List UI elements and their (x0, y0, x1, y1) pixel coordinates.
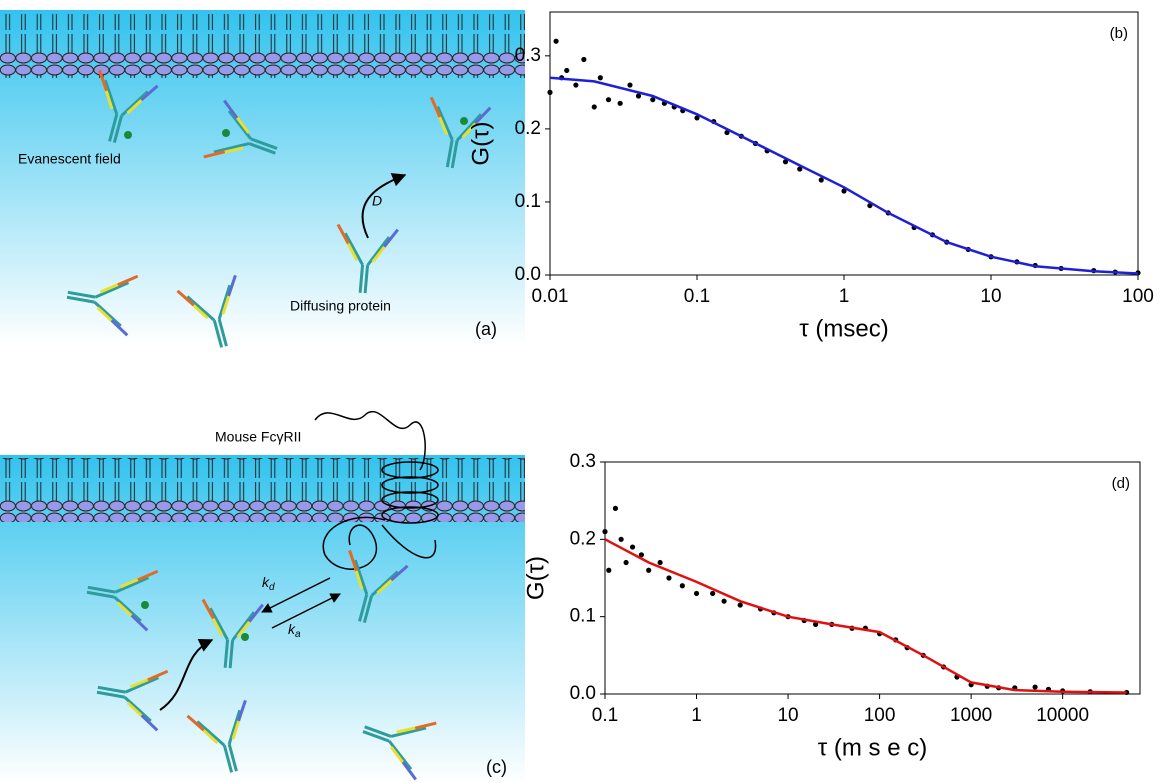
antibodies (60, 68, 492, 357)
plot-frame (549, 11, 1139, 276)
data-point (818, 177, 824, 183)
panel-label: (a) (475, 319, 497, 339)
data-point (627, 82, 633, 88)
data-point (710, 590, 716, 597)
antibodies (80, 548, 438, 782)
y-tick-label: 0.2 (570, 528, 596, 549)
diffusion-arrow (361, 173, 407, 239)
data-point (782, 159, 789, 165)
label: Evanescent field (18, 151, 121, 167)
x-tick-label: 100 (864, 705, 896, 726)
x-tick-label: 0.1 (684, 286, 710, 307)
panel-label: (c) (486, 757, 507, 777)
x-axis-title: τ (m s e c) (818, 734, 927, 761)
y-axis-title: G(τ) (522, 556, 549, 600)
y-tick-label: 0.0 (515, 264, 541, 285)
rate-constant: ka (288, 621, 301, 640)
data-point (573, 82, 579, 88)
membrane (0, 14, 525, 78)
data-point (602, 529, 608, 535)
data-point (605, 97, 612, 103)
x-tick-label: 100 (1122, 286, 1154, 307)
x-tick-label: 10 (980, 286, 1001, 307)
y-tick-label: 0.1 (570, 606, 596, 627)
data-point (617, 100, 623, 106)
membrane (0, 458, 525, 522)
data-point (650, 97, 656, 103)
data-point (623, 559, 629, 566)
rate-constant: kd (262, 574, 275, 593)
fit-line (549, 76, 1139, 275)
y-tick-label: 0.2 (515, 118, 541, 139)
x-tick-label: 1 (839, 286, 850, 307)
data-point (737, 602, 743, 608)
x-tick-label: 1000 (950, 705, 992, 726)
data-point (1124, 689, 1130, 696)
data-point (797, 166, 803, 172)
fit-line (604, 538, 1127, 694)
data-point (1032, 684, 1038, 690)
data-point (581, 56, 587, 63)
x-tick-label: 10000 (1036, 705, 1089, 726)
data-point (553, 38, 559, 44)
data-point (597, 75, 603, 81)
x-tick-label: 1 (691, 705, 702, 726)
data-point (646, 567, 652, 573)
data-point (657, 559, 663, 566)
y-axis-title: G(τ) (467, 121, 494, 165)
arrows (159, 577, 341, 711)
data-point (841, 188, 847, 194)
x-tick-label: 0.1 (592, 705, 618, 726)
data-point (547, 89, 553, 95)
data-point (694, 115, 700, 121)
data-point (606, 567, 612, 573)
y-tick-label: 0.3 (570, 451, 596, 472)
y-tick-label: 0.1 (515, 191, 541, 212)
symbol: D (372, 193, 382, 209)
receptor-label: Mouse FcγRII (215, 429, 301, 445)
data-point (638, 552, 645, 558)
plot-frame (604, 461, 1141, 695)
x-axis-title: τ (msec) (799, 315, 888, 342)
data-point (813, 621, 819, 628)
data-point (679, 583, 685, 589)
data-point (666, 575, 672, 581)
data-point (721, 598, 727, 604)
data-point (635, 93, 642, 99)
data-point (724, 129, 730, 136)
receptor (314, 410, 439, 570)
data-point (591, 104, 597, 110)
panel-label: (b) (1110, 25, 1128, 42)
label: Diffusing protein (290, 298, 391, 314)
panel-label: (d) (1112, 475, 1130, 492)
y-tick-label: 0.0 (570, 683, 596, 704)
data-point (693, 590, 700, 597)
x-tick-label: 0.01 (532, 286, 569, 307)
y-tick-label: 0.3 (515, 45, 541, 66)
data-point (564, 67, 570, 74)
data-point (612, 505, 619, 511)
data-point (629, 544, 636, 550)
x-tick-label: 10 (777, 705, 798, 726)
data-point (618, 536, 624, 542)
